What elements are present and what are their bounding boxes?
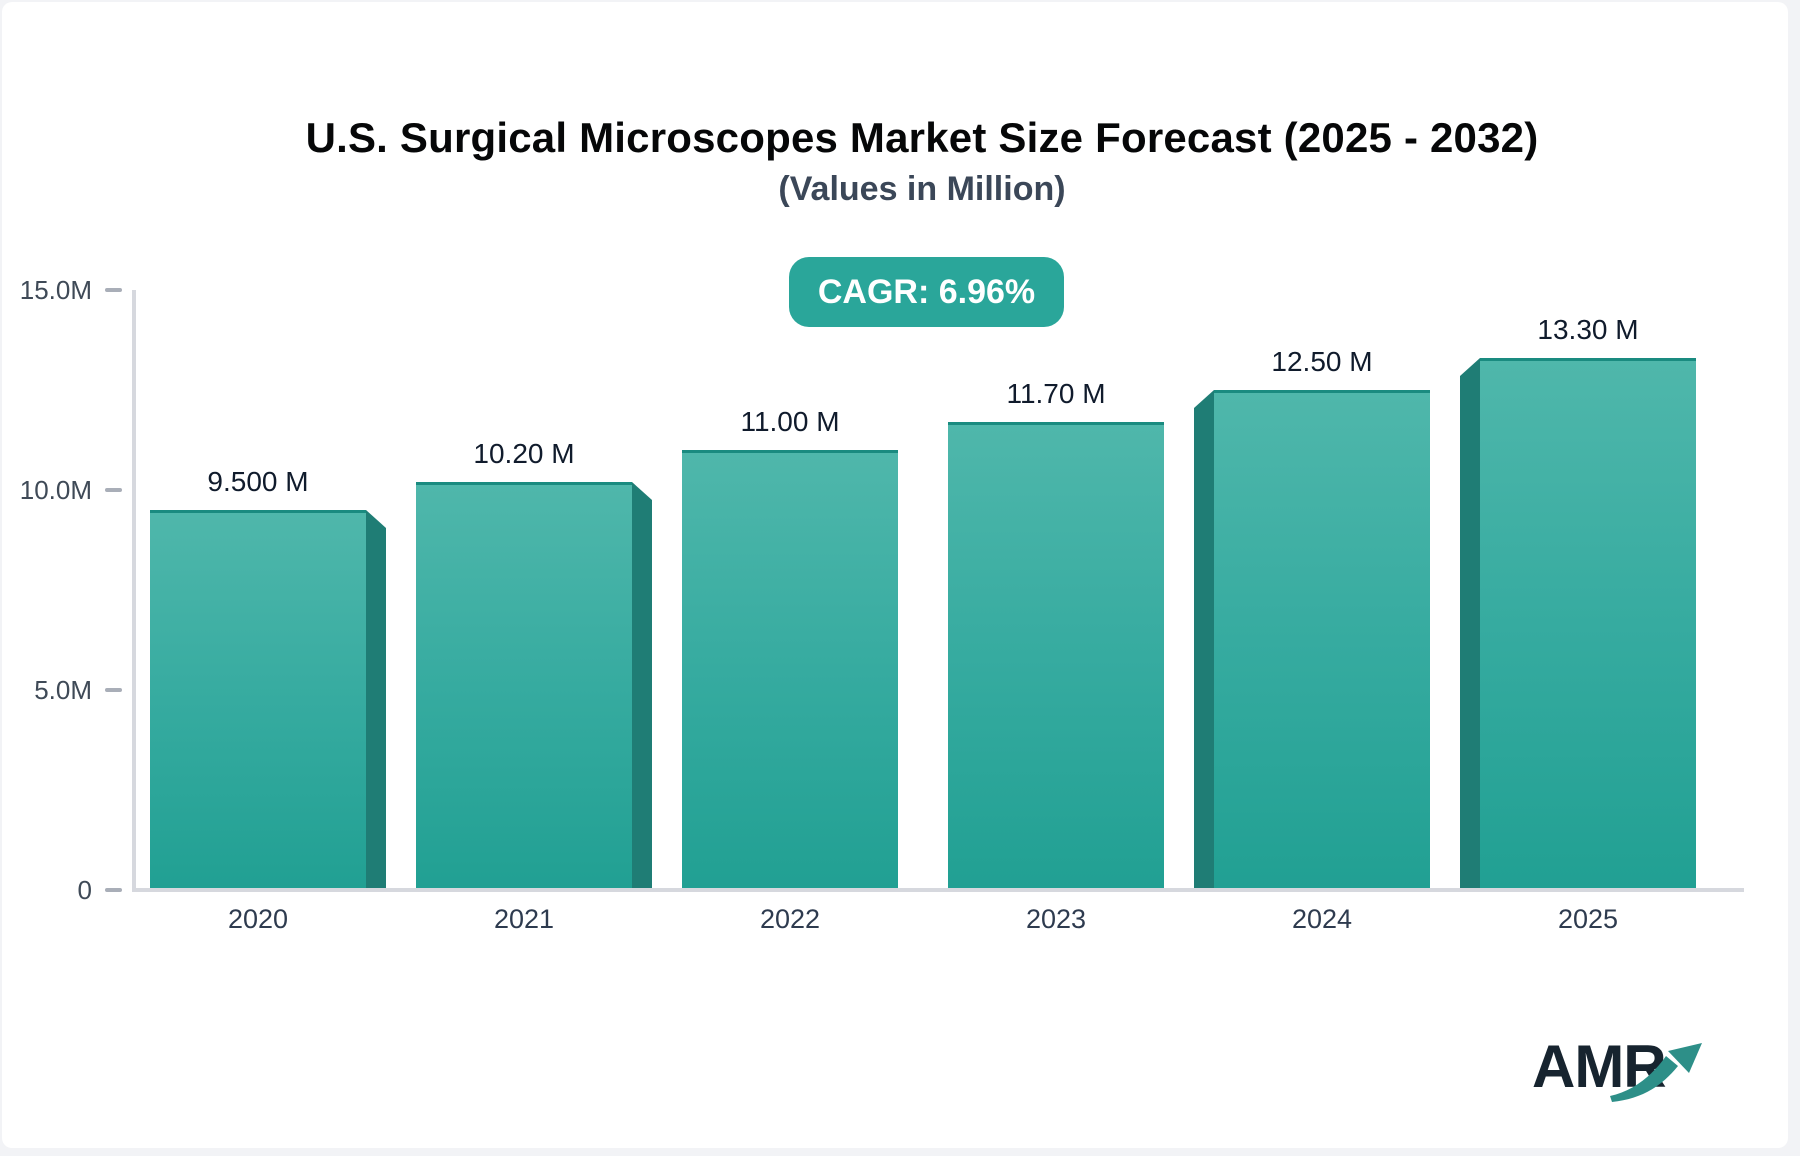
cagr-badge: CAGR: 6.96% (789, 257, 1064, 327)
y-tick-label-15.0M: 15.0M (19, 275, 92, 305)
bar-2021 (416, 482, 632, 888)
y-axis-line (132, 290, 136, 892)
y-tick-dash (105, 888, 122, 892)
x-axis-label-2021: 2021 (493, 904, 555, 934)
y-tick-dash (105, 288, 122, 292)
bar-3d-side-2020 (366, 510, 386, 888)
bar-3d-side-2025 (1460, 358, 1480, 888)
bar-2023 (948, 422, 1164, 888)
bar-2020 (150, 510, 366, 888)
chart-subtitle: (Values in Million) (778, 170, 1066, 208)
bar-2024 (1214, 390, 1430, 888)
trend-up-arrow-icon (1610, 1043, 1702, 1102)
y-tick-label-10.0M: 10.0M (19, 475, 92, 505)
cagr-badge-label: CAGR: 6.96% (817, 272, 1036, 311)
bar-2022 (682, 450, 898, 888)
x-axis-line (132, 888, 1744, 892)
x-axis-label-2022: 2022 (759, 904, 821, 934)
bar-value-label-2023: 11.70 M (1006, 378, 1106, 409)
bar-3d-side-2024 (1194, 390, 1214, 888)
bar-3d-side-2021 (632, 482, 652, 888)
x-axis-label-2020: 2020 (227, 904, 289, 934)
bar-value-label-2025: 13.30 M (1537, 314, 1639, 345)
x-axis-label-2023: 2023 (1025, 904, 1087, 934)
y-tick-dash (105, 488, 122, 492)
bar-2025 (1480, 358, 1696, 888)
x-axis-label-2025: 2025 (1557, 904, 1619, 934)
bar-value-label-2021: 10.20 M (473, 438, 575, 469)
y-tick-label-0: 0 (77, 875, 92, 905)
bar-value-label-2024: 12.50 M (1271, 346, 1373, 377)
chart-title: U.S. Surgical Microscopes Market Size Fo… (305, 114, 1539, 161)
x-axis-label-2024: 2024 (1291, 904, 1353, 934)
y-tick-label-5.0M: 5.0M (34, 675, 92, 705)
bar-value-label-2020: 9.500 M (207, 466, 309, 497)
bar-value-label-2022: 11.00 M (740, 406, 840, 437)
y-tick-dash (105, 688, 122, 692)
amr-logo: AMR (1532, 1037, 1722, 1108)
